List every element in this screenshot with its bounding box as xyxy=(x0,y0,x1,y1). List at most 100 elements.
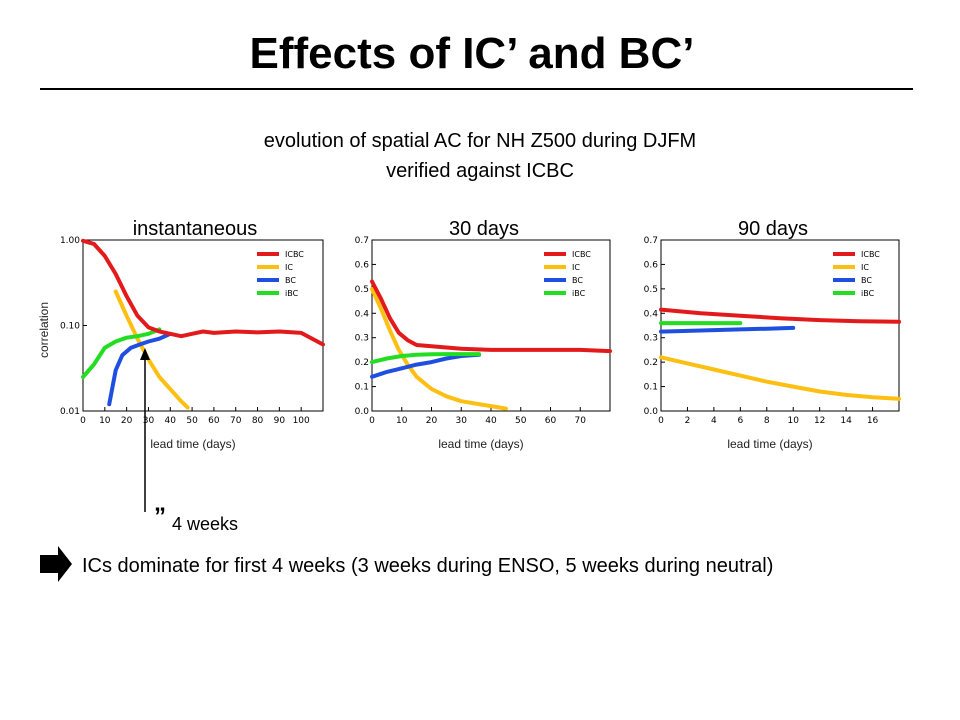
data-point-ibc xyxy=(371,361,373,363)
data-point-bc xyxy=(130,347,132,349)
data-point-ic xyxy=(389,329,391,331)
y-tick-label: 0.0 xyxy=(355,407,370,417)
x-tick-label: 10 xyxy=(99,416,111,426)
data-point-icbc xyxy=(180,335,182,337)
annotation-4-weeks: 4 weeks xyxy=(172,514,239,534)
x-tick-label: 50 xyxy=(186,416,198,426)
data-point-icbc xyxy=(389,317,391,319)
title-underline xyxy=(40,88,913,90)
series-line-ic xyxy=(113,289,190,410)
subtitle-line-2: verified against ICBC xyxy=(386,160,574,182)
data-point-bc xyxy=(158,338,160,340)
series-line-icbc xyxy=(370,279,612,354)
data-point-ic xyxy=(380,307,382,309)
data-point-icbc xyxy=(858,320,860,322)
data-point-ic xyxy=(180,400,182,402)
panel-title-30-days: 30 days xyxy=(448,218,520,240)
y-tick-label: 0.6 xyxy=(644,260,659,270)
y-tick-label: 0.7 xyxy=(355,236,369,246)
data-point-bc xyxy=(108,403,110,405)
legend-label-icbc: ICBC xyxy=(572,250,591,259)
legend-label-ic: IC xyxy=(861,263,869,272)
panel-title-instantaneous: instantaneous xyxy=(132,218,258,240)
data-point-icbc xyxy=(213,332,215,334)
series-line-bc xyxy=(370,352,482,379)
data-point-ic xyxy=(371,288,373,290)
data-point-ic xyxy=(739,374,741,377)
series-line-bc xyxy=(659,325,796,334)
y-tick-label: 0.5 xyxy=(355,285,369,295)
x-tick-label: 60 xyxy=(545,416,557,426)
data-point-ibc xyxy=(147,333,150,335)
plot-frame xyxy=(82,239,324,412)
data-point-ibc xyxy=(126,337,128,339)
legend-label-bc: BC xyxy=(572,276,583,285)
x-tick-label: 0 xyxy=(80,416,86,426)
legend-label-ibc: iBC xyxy=(861,289,875,298)
data-point-icbc xyxy=(430,345,433,347)
data-point-icbc xyxy=(660,309,662,311)
y-tick-label: 0.2 xyxy=(355,358,369,368)
data-point-icbc xyxy=(609,350,611,352)
x-tick-label: 20 xyxy=(121,416,133,426)
data-point-ic xyxy=(169,388,171,390)
data-point-bc xyxy=(766,328,768,330)
data-point-icbc xyxy=(398,332,400,334)
legend-label-ibc: iBC xyxy=(572,289,586,298)
x-tick-label: 4 xyxy=(711,416,717,426)
x-tick-label: 2 xyxy=(685,416,691,426)
x-tick-label: 60 xyxy=(208,416,220,426)
right-arrow-icon xyxy=(40,546,72,582)
data-point-ic xyxy=(792,385,794,388)
data-point-ic xyxy=(398,349,400,351)
legend-label-ic: IC xyxy=(572,263,580,272)
data-point-icbc xyxy=(445,346,447,349)
data-point-icbc xyxy=(136,315,139,317)
data-point-bc xyxy=(739,328,741,331)
data-point-icbc xyxy=(115,273,117,275)
x-tick-label: 6 xyxy=(737,416,743,426)
x-tick-label: 10 xyxy=(787,416,799,426)
panel-title-90-days: 90 days xyxy=(737,218,809,240)
data-point-bc xyxy=(139,343,141,346)
data-point-ibc xyxy=(460,353,462,355)
data-point-icbc xyxy=(739,315,741,317)
y-tick-label: 0.2 xyxy=(644,358,658,368)
data-point-ic xyxy=(136,338,139,340)
data-point-ibc xyxy=(416,354,418,356)
data-point-icbc xyxy=(819,319,821,321)
data-point-ic xyxy=(686,362,689,364)
data-point-icbc xyxy=(147,326,150,329)
data-point-ic xyxy=(766,381,768,383)
data-point-ic xyxy=(505,407,507,410)
x-tick-label: 90 xyxy=(274,416,286,426)
y-tick-label: 0.3 xyxy=(355,334,369,344)
x-axis-label: lead time (days) xyxy=(438,437,523,451)
data-point-ibc xyxy=(401,355,403,357)
series-line-icbc xyxy=(81,238,325,347)
data-point-icbc xyxy=(380,298,382,300)
x-tick-label: 30 xyxy=(456,416,468,426)
x-axis-label: lead time (days) xyxy=(150,437,235,451)
data-point-icbc xyxy=(169,333,171,335)
series-line-bc xyxy=(107,331,173,407)
y-tick-label: 0.6 xyxy=(355,260,370,270)
x-tick-label: 16 xyxy=(867,416,879,426)
data-point-bc xyxy=(115,369,117,371)
legend-label-bc: BC xyxy=(861,276,872,285)
legend-label-icbc: ICBC xyxy=(861,250,880,259)
data-point-ic xyxy=(490,405,492,407)
data-point-icbc xyxy=(371,280,373,283)
y-tick-label: 0.0 xyxy=(644,407,659,417)
plot-frame xyxy=(371,239,611,412)
y-tick-label: 0.1 xyxy=(644,383,658,393)
data-point-icbc xyxy=(579,349,581,351)
data-point-icbc xyxy=(322,343,324,346)
x-tick-label: 14 xyxy=(840,416,852,426)
data-point-ibc xyxy=(739,322,741,324)
x-tick-label: 40 xyxy=(165,416,177,426)
data-point-ic xyxy=(845,394,847,396)
data-point-icbc xyxy=(520,349,522,351)
x-tick-label: 100 xyxy=(293,416,310,426)
